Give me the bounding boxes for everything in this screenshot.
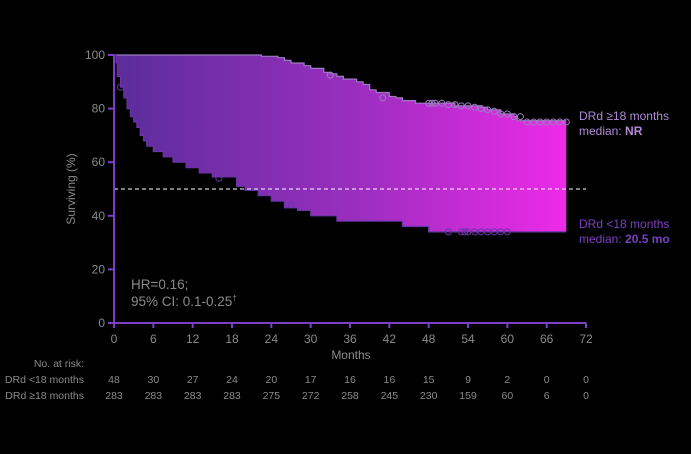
risk-table: No. at risk: DRd <18 months DRd ≥18 mont… xyxy=(5,358,589,402)
y-tick-label: 80 xyxy=(92,102,106,116)
censor-mark xyxy=(484,106,492,114)
censor-mark xyxy=(444,101,452,109)
risk-value: 283 xyxy=(105,390,123,402)
risk-value: 48 xyxy=(108,374,120,386)
censor-mark xyxy=(471,103,479,111)
censor-mark xyxy=(428,99,436,107)
curve-lt18 xyxy=(114,54,567,233)
risk-value: 27 xyxy=(187,374,199,386)
censor-mark xyxy=(536,118,544,126)
hazard-ratio-annotation: HR=0.16; 95% CI: 0.1-0.25† xyxy=(131,277,237,309)
y-axis-title: Surviving (%) xyxy=(64,153,78,224)
risk-value: 24 xyxy=(226,374,238,386)
x-tick-label: 48 xyxy=(422,332,436,346)
legend-upper: DRd ≥18 months median: NR xyxy=(579,109,669,138)
censor-mark xyxy=(438,99,446,107)
risk-value: 16 xyxy=(344,374,356,386)
censor-mark xyxy=(326,71,334,79)
censor-mark xyxy=(549,118,557,126)
risk-value: 0 xyxy=(544,374,550,386)
censor-mark xyxy=(287,201,295,209)
x-tick-label: 54 xyxy=(461,332,475,346)
survival-area-fill xyxy=(114,55,567,232)
censor-mark xyxy=(490,228,498,236)
censor-mark xyxy=(562,118,570,126)
risk-value: 0 xyxy=(583,374,589,386)
risk-value: 245 xyxy=(381,390,399,402)
y-tick-label: 0 xyxy=(98,316,105,330)
censor-mark xyxy=(477,105,485,113)
x-axis-ticks: 0 6 12 18 24 30 36 42 48 54 60 66 72 xyxy=(111,323,593,346)
censor-mark xyxy=(215,174,223,182)
x-tick-label: 72 xyxy=(579,332,593,346)
y-tick-label: 100 xyxy=(85,48,105,62)
censor-marks xyxy=(117,71,570,236)
x-tick-label: 60 xyxy=(501,332,515,346)
risk-table-title: No. at risk: xyxy=(34,358,84,370)
x-tick-label: 36 xyxy=(343,332,357,346)
risk-value: 16 xyxy=(383,374,395,386)
x-tick-label: 6 xyxy=(150,332,157,346)
legend-lower: DRd <18 months median: 20.5 mo xyxy=(579,217,670,246)
risk-row-label-lt18: DRd <18 months xyxy=(5,374,84,386)
risk-value: 15 xyxy=(423,374,435,386)
censor-mark xyxy=(461,228,469,236)
risk-value: 20 xyxy=(265,374,277,386)
risk-value: 272 xyxy=(302,390,320,402)
legend-upper-label: DRd ≥18 months xyxy=(579,109,669,123)
censor-mark xyxy=(516,113,524,121)
censor-mark xyxy=(503,228,511,236)
censor-mark xyxy=(457,228,465,236)
risk-row-label-ge18: DRd ≥18 months xyxy=(5,390,84,402)
risk-value: 2 xyxy=(504,374,510,386)
risk-value: 159 xyxy=(459,390,477,402)
x-tick-label: 30 xyxy=(304,332,318,346)
risk-value: 275 xyxy=(263,390,281,402)
legend-upper-median: median: NR xyxy=(579,124,643,138)
risk-value: 30 xyxy=(147,374,159,386)
risk-value: 6 xyxy=(544,390,550,402)
censor-mark xyxy=(444,228,452,236)
risk-value: 60 xyxy=(501,390,513,402)
risk-value: 258 xyxy=(341,390,359,402)
risk-value: 230 xyxy=(420,390,438,402)
ci-text: 95% CI: 0.1-0.25† xyxy=(131,294,237,309)
risk-value: 283 xyxy=(223,390,241,402)
x-tick-label: 12 xyxy=(186,332,200,346)
censor-mark xyxy=(117,83,125,91)
risk-value: 9 xyxy=(465,374,471,386)
censor-mark xyxy=(477,228,485,236)
censor-mark xyxy=(503,110,511,118)
x-tick-label: 24 xyxy=(265,332,279,346)
x-axis-title: Months xyxy=(331,348,370,362)
censor-mark xyxy=(379,94,387,102)
hr-text: HR=0.16; xyxy=(131,277,188,292)
y-tick-label: 20 xyxy=(92,262,106,276)
risk-value: 283 xyxy=(145,390,163,402)
risk-value: 17 xyxy=(305,374,317,386)
area-between-curves xyxy=(114,55,567,232)
x-tick-label: 42 xyxy=(383,332,397,346)
risk-value: 0 xyxy=(583,390,589,402)
censor-mark xyxy=(431,99,439,107)
censor-mark xyxy=(451,101,459,109)
legend-lower-median: median: 20.5 mo xyxy=(579,232,670,246)
censor-mark xyxy=(457,102,465,110)
y-tick-label: 60 xyxy=(92,155,106,169)
censor-mark xyxy=(464,228,472,236)
legend-lower-label: DRd <18 months xyxy=(579,217,669,231)
y-axis-ticks: 0 20 40 60 80 100 xyxy=(85,48,114,330)
x-tick-label: 66 xyxy=(540,332,554,346)
x-tick-label: 18 xyxy=(225,332,239,346)
x-tick-label: 0 xyxy=(111,332,118,346)
censor-mark xyxy=(523,118,531,126)
censor-mark xyxy=(464,102,472,110)
censor-mark xyxy=(490,107,498,115)
risk-value: 283 xyxy=(184,390,202,402)
y-tick-label: 40 xyxy=(92,209,106,223)
